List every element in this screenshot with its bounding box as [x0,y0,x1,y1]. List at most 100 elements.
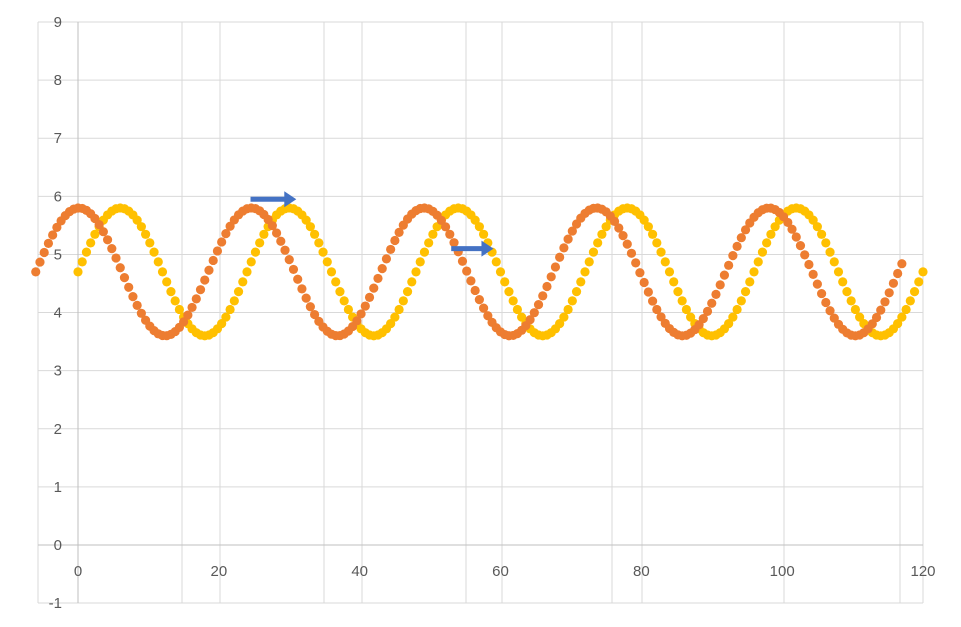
data-point [529,308,539,318]
data-point [745,277,755,287]
data-point [191,294,201,304]
data-point [479,303,489,313]
data-point [500,277,510,287]
data-point [310,229,320,239]
y-tick-label: -1 [49,595,62,612]
data-point [652,304,662,315]
data-point [462,266,472,276]
data-point [394,304,404,315]
data-point [770,222,780,232]
data-point [310,309,320,320]
data-point [593,238,603,248]
data-point [94,219,104,230]
data-point [808,215,818,225]
data-point [124,282,134,292]
data-point [753,257,763,267]
data-point [479,229,489,239]
data-point [833,267,844,277]
data-point [707,298,717,308]
data-point [609,216,620,226]
data-point [415,257,425,267]
y-tick-label: 5 [54,246,62,263]
data-point [880,297,890,307]
data-point [888,278,899,288]
data-point [153,257,163,267]
data-point [238,277,248,287]
y-tick-label: 7 [54,130,62,147]
data-point [821,238,831,248]
data-point [352,316,362,326]
data-point [525,315,535,325]
data-point [508,296,518,306]
data-point [322,257,332,267]
data-point [52,222,62,233]
data-point [250,247,261,257]
data-point [407,277,417,287]
axes [38,22,923,603]
data-point [905,296,915,306]
data-point [293,274,303,284]
data-point [656,247,666,257]
data-point [449,238,459,248]
data-point [470,215,480,225]
data-point [804,259,814,270]
data-point [217,318,227,329]
data-point [136,308,146,318]
data-point [259,229,269,239]
data-point [31,267,41,277]
data-point [35,257,45,267]
data-point [90,229,100,239]
data-point [724,318,734,329]
data-point [98,227,108,237]
data-point [305,222,315,232]
data-point [339,296,349,306]
data-point [542,281,552,292]
data-point [550,262,561,272]
data-point [457,256,468,266]
data-point [567,226,577,236]
data-point [639,215,649,225]
data-point [242,267,252,277]
data-point [740,287,751,297]
data-point [381,254,392,264]
data-point [81,247,92,257]
data-point [812,279,822,289]
data-point [141,229,151,239]
data-point [533,300,544,310]
data-point [715,280,725,290]
data-point [812,222,822,232]
data-point [576,277,586,287]
data-point [825,306,835,316]
data-point [390,235,400,246]
data-point [660,257,670,267]
data-point [626,248,637,258]
data-point [669,277,679,287]
data-point [301,293,311,303]
data-point [162,277,172,287]
data-point [893,318,903,329]
data-point [183,310,193,320]
data-point [855,312,865,322]
data-point [386,244,396,255]
y-tick-label: 2 [54,421,62,438]
annotation-arrows [250,191,494,257]
data-point [424,238,434,248]
data-point [673,287,683,297]
data-point [170,296,180,306]
data-point [229,296,239,306]
data-point [288,264,299,275]
data-point [495,267,506,277]
data-point [740,225,751,235]
x-tick-label: 120 [910,563,935,580]
data-point [377,264,387,274]
data-point [77,257,87,267]
y-tick-label: 3 [54,363,62,380]
data-point [491,257,501,267]
data-point [787,224,797,234]
data-point [677,296,687,306]
data-point [271,228,282,238]
data-point [909,287,920,297]
data-point [546,272,556,282]
data-point [440,222,451,232]
data-point [145,238,155,248]
